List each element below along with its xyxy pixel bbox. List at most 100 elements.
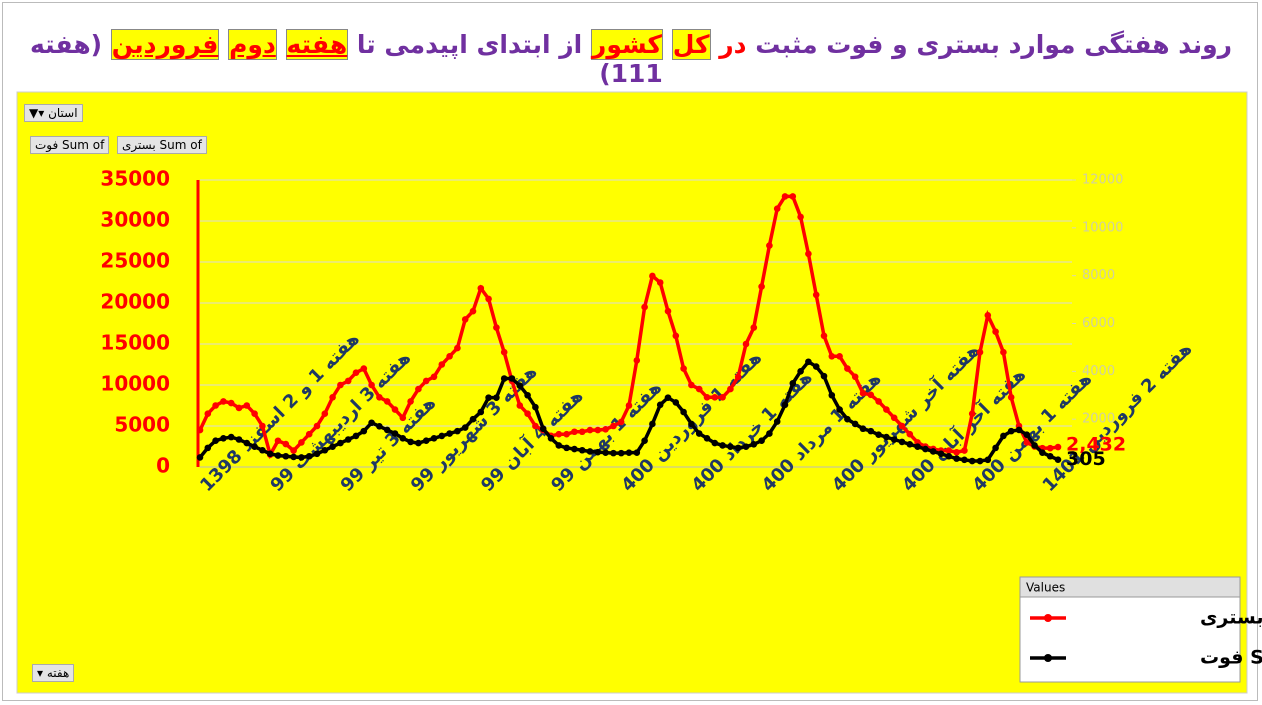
title-part: دوم xyxy=(228,29,277,60)
data-point xyxy=(766,430,773,437)
data-point xyxy=(812,291,820,299)
data-point xyxy=(914,443,921,450)
data-point xyxy=(610,422,617,430)
data-point xyxy=(844,365,851,372)
data-point xyxy=(352,432,360,440)
data-point xyxy=(305,452,313,460)
data-point xyxy=(1046,452,1054,460)
data-point xyxy=(976,348,984,356)
data-point xyxy=(469,307,477,315)
data-point xyxy=(867,427,875,435)
y-tick-label: 35000 xyxy=(100,167,170,191)
data-point xyxy=(984,312,992,319)
data-point xyxy=(344,436,352,443)
data-point xyxy=(844,415,851,423)
y-tick-label: 20000 xyxy=(100,290,170,314)
title-part: (هفته 111) xyxy=(29,30,663,88)
data-point xyxy=(641,437,648,444)
data-point xyxy=(446,430,453,437)
data-point xyxy=(711,439,719,447)
title-part: روند هفتگی موارد بستری و فوت مثبت xyxy=(746,30,1233,59)
value-button[interactable]: Sum of فوت xyxy=(30,136,110,154)
data-point xyxy=(516,402,524,409)
data-point xyxy=(742,340,750,348)
data-point xyxy=(953,448,960,456)
data-point xyxy=(461,316,469,323)
data-point xyxy=(259,446,266,454)
data-point xyxy=(703,394,711,401)
title-part: کل xyxy=(671,29,711,60)
data-point xyxy=(719,394,726,401)
data-point xyxy=(664,394,672,401)
data-point xyxy=(212,402,219,409)
data-point xyxy=(898,438,906,446)
data-point xyxy=(532,422,539,430)
data-point xyxy=(968,410,976,418)
data-point xyxy=(695,430,703,437)
data-point xyxy=(1007,394,1015,401)
data-point xyxy=(555,430,563,438)
data-point xyxy=(797,213,804,221)
data-point xyxy=(851,420,859,428)
data-point xyxy=(516,382,524,389)
data-point xyxy=(836,353,843,360)
data-point xyxy=(329,394,336,401)
data-label: 2,432 xyxy=(1066,434,1126,456)
data-point xyxy=(672,332,680,340)
data-point xyxy=(906,430,914,438)
data-point xyxy=(758,437,765,444)
data-point xyxy=(734,444,742,452)
data-point xyxy=(321,410,329,418)
data-point xyxy=(625,402,633,409)
data-point xyxy=(430,435,438,442)
data-point xyxy=(789,379,797,387)
data-point xyxy=(266,450,274,458)
data-point xyxy=(532,403,539,411)
data-point xyxy=(220,398,227,405)
data-point xyxy=(805,358,812,366)
legend-label: Sum of بستری xyxy=(1200,607,1262,629)
filter-button[interactable]: استان ▾▼ xyxy=(24,104,83,122)
data-point xyxy=(859,425,867,433)
data-point xyxy=(227,399,235,407)
data-point xyxy=(695,385,703,393)
value-button[interactable]: Sum of بستری xyxy=(117,136,207,154)
data-point xyxy=(539,425,547,433)
data-point xyxy=(274,437,282,445)
data-point xyxy=(961,447,968,454)
data-point xyxy=(1054,456,1062,464)
data-point xyxy=(383,398,391,405)
data-point xyxy=(360,365,368,372)
y-tick-label: 15000 xyxy=(100,331,170,355)
data-point xyxy=(337,439,344,447)
data-point xyxy=(500,348,508,356)
data-point xyxy=(625,449,633,456)
y2-tick-label: 6000 xyxy=(1082,316,1115,331)
data-point xyxy=(992,328,999,336)
data-point xyxy=(883,433,890,441)
data-point xyxy=(446,353,453,360)
data-point xyxy=(937,450,945,458)
data-point xyxy=(571,445,578,453)
data-point xyxy=(220,435,227,442)
data-point xyxy=(571,428,578,436)
data-point xyxy=(773,418,781,425)
data-point xyxy=(789,193,797,200)
data-point xyxy=(337,381,344,389)
axis-button[interactable]: هفته ▾ xyxy=(32,664,75,682)
data-point xyxy=(485,295,492,303)
data-point xyxy=(758,283,765,290)
data-point xyxy=(578,428,586,436)
data-point xyxy=(376,423,383,430)
data-point xyxy=(204,410,212,418)
data-point xyxy=(602,425,609,433)
legend-title: Values xyxy=(1026,581,1065,595)
data-point xyxy=(547,435,555,442)
data-point xyxy=(1015,426,1023,434)
data-point xyxy=(329,443,336,450)
data-point xyxy=(594,426,602,434)
data-point xyxy=(407,398,414,405)
data-point xyxy=(750,324,758,331)
